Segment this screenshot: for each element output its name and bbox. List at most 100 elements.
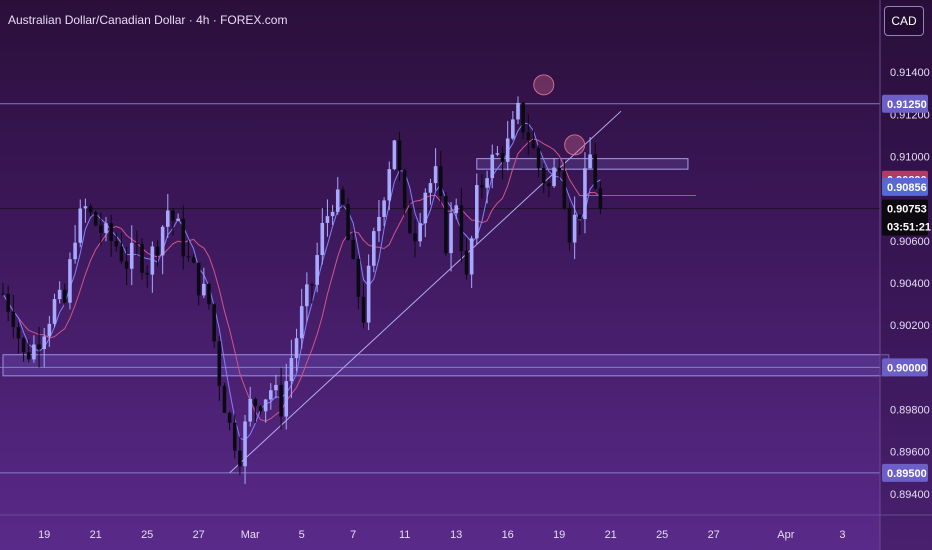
candle-body <box>531 139 536 148</box>
candle-body <box>269 390 273 400</box>
candle-body <box>475 185 479 239</box>
candle-body <box>140 244 144 273</box>
candle-body <box>583 168 587 220</box>
candle-body <box>495 153 500 155</box>
x-tick-label: 11 <box>399 529 410 541</box>
candle-body <box>155 246 160 256</box>
candle-body <box>99 225 103 233</box>
currency-button[interactable]: CAD <box>884 6 924 36</box>
candle-body <box>366 265 371 323</box>
candle-body <box>588 154 592 169</box>
candle-body <box>11 311 16 328</box>
candle-body <box>454 205 458 214</box>
candle-body <box>547 183 551 187</box>
candle-body <box>480 185 484 188</box>
candle-body <box>294 338 299 359</box>
current-price-badge: 0.90753 03:51:21 <box>882 199 931 236</box>
candle-body <box>274 384 278 391</box>
candle-body <box>490 154 495 179</box>
x-tick-label: Mar <box>241 529 260 541</box>
x-tick-label: 19 <box>553 529 565 541</box>
candle-body <box>500 153 505 162</box>
candle-body <box>37 344 41 350</box>
candle-body <box>227 412 232 423</box>
x-tick-label: 25 <box>656 529 668 541</box>
candle-body <box>63 289 67 303</box>
highlight-circle <box>533 74 555 96</box>
resistance-zone <box>476 158 689 170</box>
candle-body <box>397 140 402 171</box>
candle-body <box>392 140 397 170</box>
candle-body <box>557 167 561 172</box>
candle-body <box>361 296 366 323</box>
resistance-badge: 0.91250 <box>882 94 928 113</box>
candle-body <box>351 240 355 259</box>
chart-title: Australian Dollar/Canadian Dollar · 4h ·… <box>8 13 288 27</box>
candles-group <box>1 96 603 484</box>
candle-body <box>511 119 515 139</box>
x-tick-label: 5 <box>299 529 305 541</box>
candle-body <box>578 214 582 220</box>
candle-body <box>83 206 88 209</box>
candle-body <box>413 233 417 242</box>
candle-body <box>52 299 57 324</box>
candle-body <box>289 358 294 382</box>
candle-body <box>372 231 376 266</box>
candle-body <box>516 102 520 120</box>
candle-body <box>464 250 469 275</box>
candle-body <box>325 216 330 223</box>
x-tick-label: 19 <box>38 529 50 541</box>
candle-body <box>207 283 211 305</box>
y-tick-label: 0.89600 <box>890 447 930 459</box>
candle-body <box>263 399 268 412</box>
x-tick-label: Apr <box>777 529 794 541</box>
candle-body <box>73 242 77 260</box>
candle-body <box>299 306 304 339</box>
candle-body <box>505 138 510 162</box>
candle-body <box>129 242 134 269</box>
candle-body <box>562 171 567 209</box>
ema-level-badge-label: 0.90856 <box>887 182 927 194</box>
candle-body <box>191 257 196 263</box>
candle-body <box>47 323 52 337</box>
candle-body <box>243 421 247 467</box>
candle-body <box>217 341 222 386</box>
candle-body <box>238 450 242 467</box>
candle-body <box>166 210 170 227</box>
highlight-circle <box>564 134 586 156</box>
candle-body <box>408 207 412 234</box>
candle-body <box>449 213 453 254</box>
candle-body <box>593 154 598 189</box>
candle-body <box>114 240 119 247</box>
candle-body <box>42 336 46 350</box>
candle-body <box>335 189 340 212</box>
support-low-badge-label: 0.89500 <box>887 468 927 480</box>
candle-body <box>382 200 386 217</box>
y-tick-label: 0.90600 <box>890 236 930 248</box>
candle-body <box>356 258 361 297</box>
sma-line <box>2 138 601 422</box>
candle-body <box>93 212 98 226</box>
candle-body <box>196 262 201 296</box>
x-tick-label: 27 <box>708 529 720 541</box>
candle-body <box>88 206 93 213</box>
x-tick-label: 21 <box>90 529 102 541</box>
candle-body <box>444 196 448 254</box>
candle-body <box>552 167 556 187</box>
trendline <box>229 110 622 474</box>
y-tick-label: 0.89800 <box>890 405 930 417</box>
candle-body <box>6 293 10 312</box>
candle-body <box>541 168 546 184</box>
candle-body <box>469 238 474 275</box>
countdown-label: 03:51:21 <box>887 222 931 234</box>
candle-body <box>428 183 433 193</box>
candle-body <box>57 289 62 300</box>
candle-body <box>1 293 5 295</box>
candle-body <box>320 222 325 256</box>
y-tick-label: 0.90400 <box>890 278 930 290</box>
candle-body <box>176 218 180 221</box>
candle-body <box>145 272 149 275</box>
y-tick-label: 0.90200 <box>890 320 930 332</box>
